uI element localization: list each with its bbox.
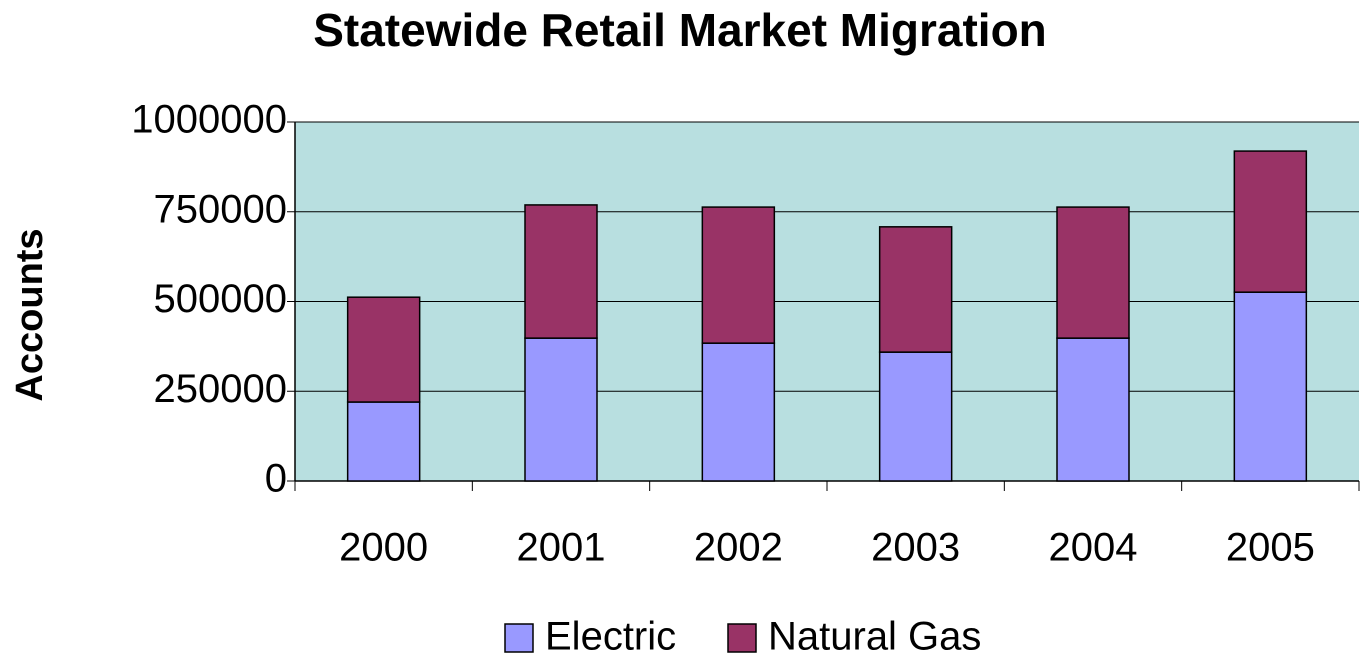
bar-segment [524, 204, 598, 339]
bar-segment [346, 401, 421, 482]
y-tick-label: 250000 [154, 367, 287, 411]
x-tick-label: 2000 [339, 526, 428, 570]
bar-segment [1233, 150, 1308, 293]
legend-label: Natural Gas [768, 615, 981, 657]
x-tick-label: 2002 [694, 526, 783, 570]
bar-segment [524, 337, 598, 482]
bar-segment [878, 226, 953, 353]
y-tick-label: 750000 [154, 187, 287, 231]
bar-segment [1056, 337, 1130, 482]
chart-title: Statewide Retail Market Migration [313, 4, 1047, 56]
y-axis-label: Accounts [9, 228, 51, 401]
x-tick-label: 2005 [1226, 526, 1315, 570]
bar-segment [701, 206, 776, 344]
bar-segment [346, 296, 421, 403]
y-tick-label: 0 [265, 457, 287, 501]
legend-swatch [727, 623, 757, 653]
bar-segment [701, 342, 776, 482]
y-tick-label: 1000000 [131, 98, 287, 142]
x-tick-label: 2004 [1049, 526, 1138, 570]
bar-segment [1233, 291, 1308, 482]
x-tick-label: 2003 [871, 526, 960, 570]
x-tick-label: 2001 [517, 526, 606, 570]
legend-swatch [504, 623, 534, 653]
y-tick-label: 500000 [154, 277, 287, 321]
bar-segment [1056, 206, 1130, 339]
legend-label: Electric [545, 615, 676, 657]
bar-segment [878, 351, 953, 482]
